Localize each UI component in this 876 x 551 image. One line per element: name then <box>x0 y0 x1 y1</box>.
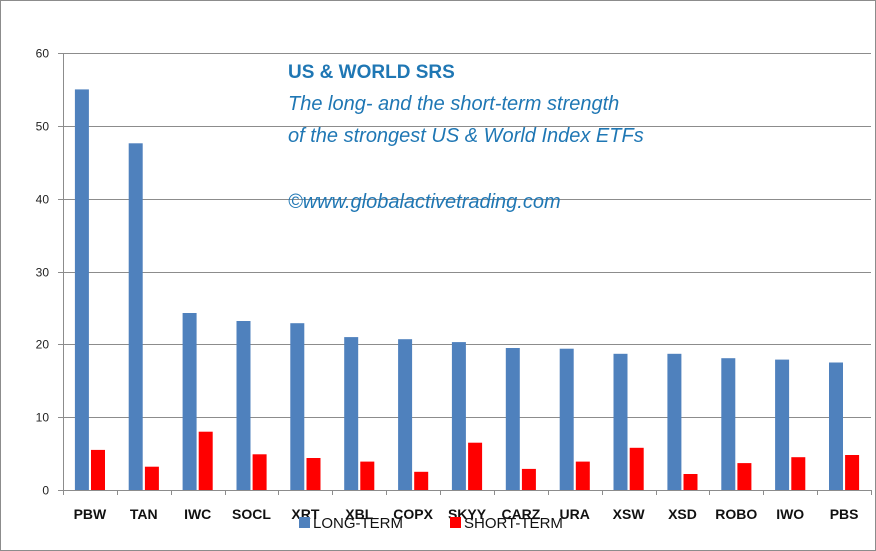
axes <box>63 53 872 495</box>
bar-short-term-socl <box>252 454 267 490</box>
y-tick-label: 10 <box>36 411 50 425</box>
bar-long-term-iwo <box>775 359 790 490</box>
x-category-label: PBS <box>830 506 859 522</box>
chart-subtitle-line-1: The long- and the short-term strength <box>288 93 619 115</box>
bar-long-term-xrt <box>290 323 305 490</box>
bar-short-term-xrt <box>306 458 321 490</box>
bar-long-term-pbw <box>74 89 89 491</box>
bar-short-term-xsd <box>683 474 698 490</box>
chart-subtitle-line-2: of the strongest US & World Index ETFs <box>288 125 644 147</box>
bar-short-term-pbw <box>91 449 105 490</box>
y-tick-label: 20 <box>36 338 50 352</box>
bar-short-term-robo <box>737 463 752 490</box>
x-category-label: SOCL <box>232 506 271 522</box>
x-category-label: TAN <box>130 506 158 522</box>
x-category-label: ROBO <box>715 506 757 522</box>
bar-short-term-iwc <box>198 431 213 490</box>
y-tick-label: 60 <box>36 47 50 61</box>
bar-long-term-pbs <box>829 362 843 490</box>
chart-title: US & WORLD SRS <box>288 62 455 83</box>
bar-short-term-iwo <box>791 457 806 490</box>
bar-long-term-tan <box>128 143 143 491</box>
bar-long-term-ura <box>559 348 574 490</box>
y-tick-labels: 0 10 20 30 40 50 60 <box>36 47 63 498</box>
x-category-label: XSD <box>668 506 697 522</box>
bar-short-term-skyy <box>468 442 483 490</box>
x-category-label: IWC <box>184 506 211 522</box>
legend-swatch-short-term <box>450 517 461 528</box>
bar-short-term-tan <box>144 466 159 490</box>
bar-short-term-xsw <box>629 447 644 490</box>
x-category-label: XSW <box>613 506 646 522</box>
bars <box>74 89 860 491</box>
bar-long-term-iwc <box>182 313 197 490</box>
bar-long-term-xsw <box>613 353 628 490</box>
bar-short-term-xbl <box>360 461 375 490</box>
bar-long-term-skyy <box>451 342 466 490</box>
bar-long-term-robo <box>721 358 736 490</box>
legend-label-long-term: LONG-TERM <box>313 515 403 532</box>
x-category-label: CARZ <box>501 506 540 522</box>
x-category-label: XBL <box>345 506 373 522</box>
gridlines <box>63 53 871 418</box>
x-category-label: XRT <box>291 506 319 522</box>
bar-short-term-pbs <box>845 455 860 490</box>
y-tick-label: 30 <box>36 266 50 280</box>
bar-long-term-xbl <box>344 337 359 490</box>
x-category-label: COPX <box>393 506 433 522</box>
y-tick-label: 0 <box>42 484 49 498</box>
bar-long-term-socl <box>236 321 251 490</box>
x-category-label: PBW <box>74 506 107 522</box>
bar-long-term-copx <box>398 339 413 490</box>
bar-long-term-xsd <box>667 353 682 490</box>
legend-label-short-term: SHORT-TERM <box>464 515 563 532</box>
bar-short-term-ura <box>575 461 590 490</box>
legend: LONG-TERM SHORT-TERM <box>299 515 563 532</box>
copyright-annotation: ©www.globalactivetrading.com <box>288 191 561 213</box>
bar-short-term-carz <box>521 468 536 490</box>
bar-short-term-copx <box>414 471 429 490</box>
legend-swatch-long-term <box>299 517 310 528</box>
y-tick-label: 50 <box>36 120 50 134</box>
y-tick-label: 40 <box>36 193 50 207</box>
bar-long-term-carz <box>505 348 520 490</box>
x-category-label: IWO <box>776 506 804 522</box>
x-category-label: URA <box>560 506 590 522</box>
